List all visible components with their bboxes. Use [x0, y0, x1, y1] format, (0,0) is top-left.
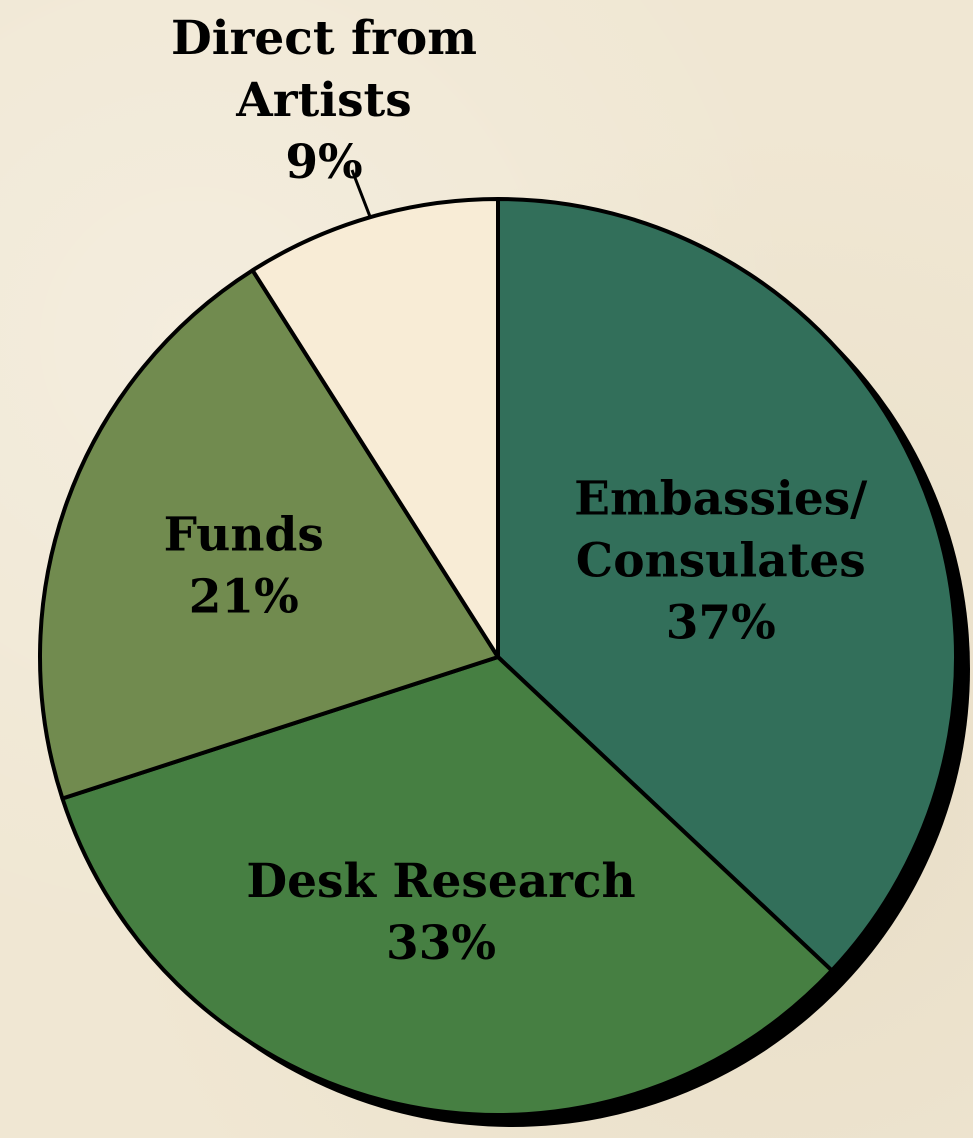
slice-name-label: Artists: [235, 73, 411, 128]
slice-value-label: 33%: [386, 916, 496, 971]
pie-slices: [38, 197, 958, 1117]
slice-label-desk-research: Desk Research 33%: [246, 854, 635, 971]
pie-slice-embassies-consulates: [496, 197, 958, 973]
leader-line-direct-from-artists: [350, 169, 372, 218]
slice-labels: Embassies/Consulates 37% Desk Research 33% F…: [164, 11, 869, 971]
slice-value-label: 37%: [666, 596, 776, 651]
slice-label-embassies-consulates: Embassies/Consulates 37%: [574, 472, 868, 651]
slice-name-label: Funds: [164, 507, 324, 562]
slice-name-label: Direct from: [171, 11, 477, 66]
leader-lines: [350, 169, 372, 218]
slice-value-label: 21%: [189, 569, 299, 624]
slice-label-funds: Funds 21%: [164, 507, 324, 624]
slice-name-label: Desk Research: [246, 854, 635, 909]
pie-slice-direct-from-artists: [250, 197, 500, 659]
slice-value-label: 9%: [285, 135, 362, 190]
pie-slice-funds: [38, 268, 500, 801]
pie-slice-desk-research: [60, 655, 834, 1117]
slice-name-label: Embassies/: [574, 472, 868, 527]
slice-label-direct-from-artists: Direct from Artists 9%: [171, 11, 477, 190]
slice-name-label: Consulates: [576, 534, 866, 589]
